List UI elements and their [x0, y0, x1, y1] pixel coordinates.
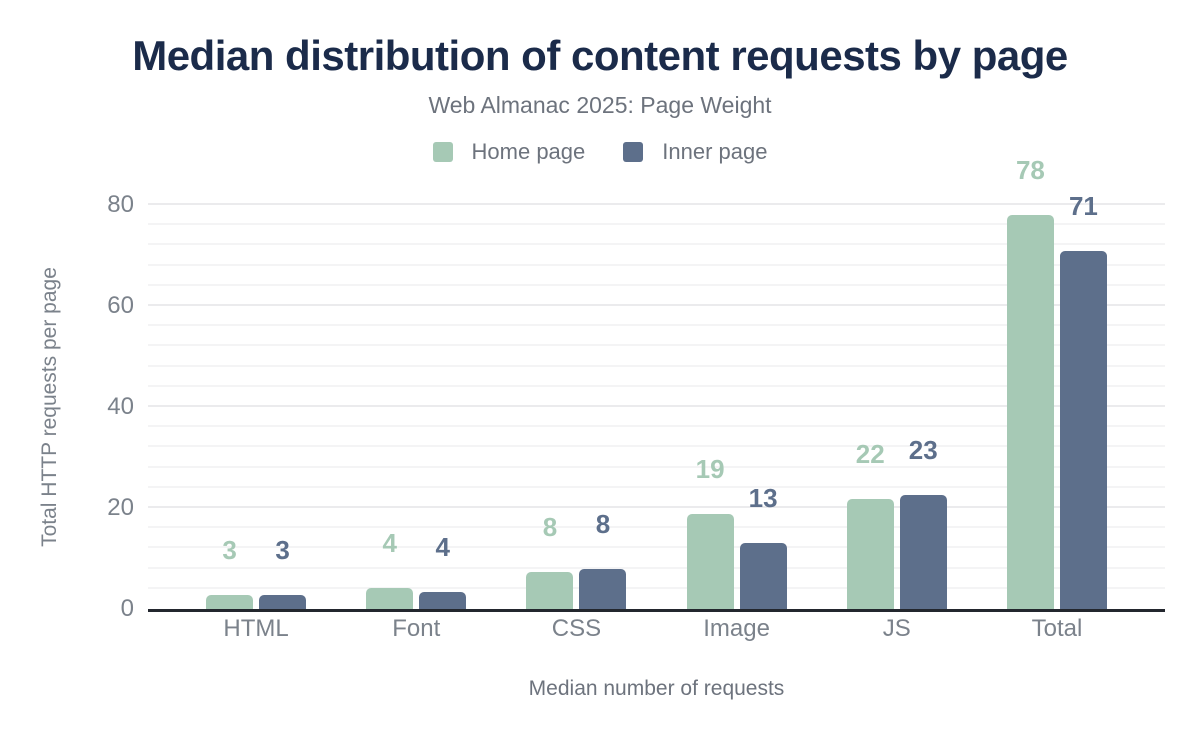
minor-gridline [148, 465, 1165, 468]
y-tick-label: 60 [107, 292, 134, 319]
bar-value-label: 4 [382, 527, 397, 558]
major-gridline [148, 506, 1165, 508]
bar-wrap: 4 [419, 205, 467, 609]
y-tick-label: 80 [107, 191, 134, 218]
x-category-row: HTML Font CSS Image JS Total [148, 615, 1165, 642]
y-tick-label: 0 [120, 595, 134, 622]
legend-swatch-icon [432, 142, 453, 162]
bar-value-label: 71 [1068, 191, 1098, 222]
bar-value-label: 19 [695, 454, 725, 485]
bar-wrap: 3 [259, 205, 307, 609]
bar-value-label: 8 [542, 512, 558, 543]
major-gridline [148, 405, 1165, 407]
bar-wrap: 4 [366, 205, 414, 609]
bar-home-page-html [206, 594, 254, 609]
bar-value-label: 3 [222, 534, 237, 565]
chart-title: Median distribution of content requests … [132, 32, 1068, 79]
bar-home-page-image [686, 514, 734, 609]
bar-wrap: 71 [1059, 193, 1107, 609]
minor-gridline [148, 485, 1165, 488]
x-category-label-html: HTML [223, 615, 289, 642]
x-category-label-css: CSS [551, 615, 602, 642]
minor-gridline [148, 384, 1165, 387]
bar-wrap: 13 [739, 205, 787, 609]
bar-inner-page-css [579, 568, 627, 609]
plot-area: Total HTTP requests per page 0 20 40 60 80 3 3… [38, 157, 1165, 621]
x-category-label-image: Image [703, 615, 770, 642]
minor-gridline [148, 445, 1165, 448]
bar-wrap: 8 [526, 205, 574, 609]
major-gridline [148, 203, 1165, 205]
x-category-label-font: Font [392, 615, 441, 642]
bar-home-page-js [846, 498, 894, 609]
bar-value-label: 3 [275, 534, 290, 565]
bar-group-image: 19 13 [657, 205, 817, 609]
bar-value-label: 78 [1015, 155, 1045, 186]
bar-wrap: 23 [899, 205, 947, 609]
bar-inner-page-total [1059, 251, 1107, 609]
bar-value-label: 4 [435, 531, 450, 562]
y-tick-label: 40 [107, 393, 134, 420]
bar-wrap: 3 [206, 205, 254, 609]
x-category-label-js: JS [882, 615, 911, 642]
x-category-label-total: Total [1031, 615, 1083, 642]
bar-home-page-font [366, 587, 414, 609]
y-axis-title-wrap: Total HTTP requests per page [0, 205, 100, 609]
bar-wrap: 22 [846, 205, 894, 609]
bar-wrap: 78 [1006, 157, 1054, 609]
y-axis-title: Total HTTP requests per page [38, 267, 62, 547]
minor-gridline [148, 223, 1165, 226]
minor-gridline [148, 566, 1165, 569]
bar-value-label: 23 [908, 435, 938, 466]
minor-gridline [148, 546, 1165, 549]
minor-gridline [148, 586, 1165, 589]
minor-gridline [148, 425, 1165, 428]
legend-item-home-page: Home page [432, 139, 586, 164]
chart-subtitle: Web Almanac 2025: Page Weight [428, 92, 772, 118]
x-axis-title: Median number of requests [528, 677, 785, 700]
major-gridline [148, 304, 1165, 306]
bar-value-label: 22 [855, 438, 885, 469]
legend: Home page Inner page [0, 141, 1200, 163]
bars-row: 3 3 4 4 8 8 19 13 22 23 78 71 [148, 157, 1165, 609]
bar-inner-page-image [739, 543, 787, 609]
minor-gridline [148, 263, 1165, 266]
bar-wrap: 19 [686, 205, 734, 609]
legend-label: Inner page [662, 139, 768, 164]
legend-label: Home page [471, 139, 586, 164]
legend-item-inner-page: Inner page [623, 141, 767, 163]
bar-group-total: 78 71 [977, 157, 1137, 609]
bar-inner-page-js [899, 495, 947, 609]
minor-gridline [148, 324, 1165, 327]
bar-inner-page-font [419, 591, 467, 609]
minor-gridline [148, 344, 1165, 347]
minor-gridline [148, 283, 1165, 286]
bar-group-js: 22 23 [817, 205, 977, 609]
bar-home-page-total [1006, 215, 1054, 609]
bar-value-label: 8 [595, 508, 611, 539]
minor-gridline [148, 526, 1165, 529]
legend-swatch-icon [623, 142, 644, 162]
minor-gridline [148, 364, 1165, 367]
y-tick-label: 20 [107, 494, 134, 521]
bar-value-label: 13 [748, 483, 778, 514]
bar-wrap: 8 [579, 205, 627, 609]
minor-gridline [148, 243, 1165, 246]
bar-home-page-css [526, 572, 574, 609]
bar-inner-page-html [259, 594, 307, 609]
